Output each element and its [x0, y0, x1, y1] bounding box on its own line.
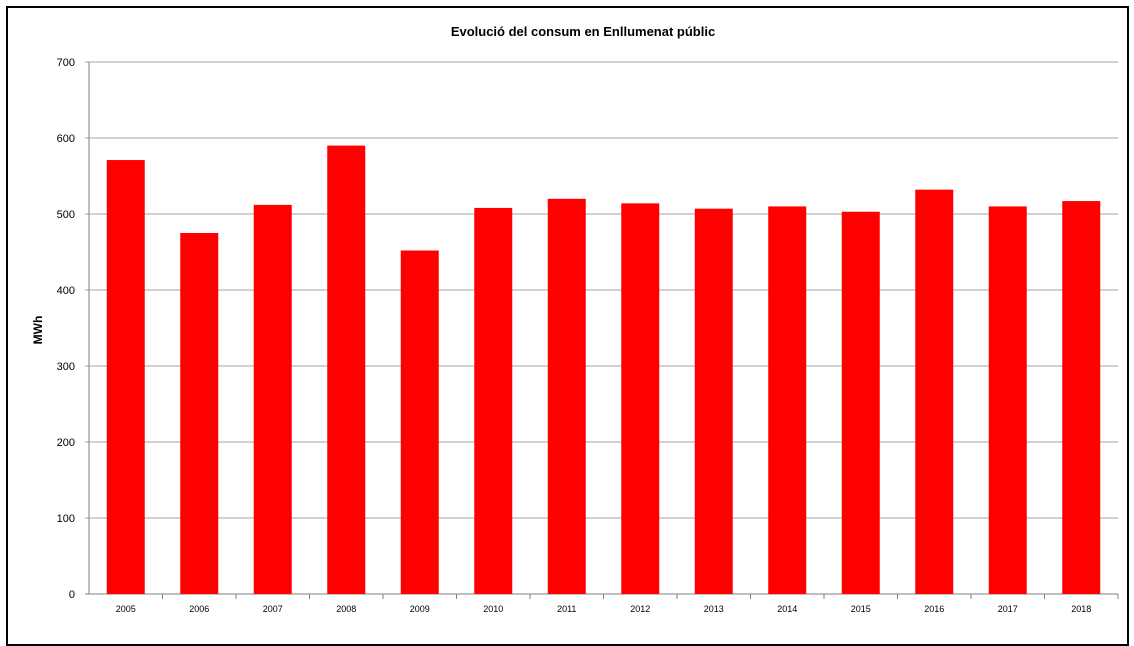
y-tick-label: 600 — [57, 133, 75, 145]
x-tick-label: 2017 — [998, 604, 1018, 614]
x-tick-label: 2006 — [189, 604, 209, 614]
y-tick-label: 500 — [57, 209, 75, 221]
bars — [106, 145, 1101, 595]
x-tick-label: 2011 — [557, 604, 576, 614]
bar-2016 — [915, 189, 954, 594]
bar-2013 — [694, 208, 733, 594]
x-tick-label: 2012 — [630, 604, 650, 614]
y-tick-label: 700 — [57, 57, 75, 69]
bar-2006 — [180, 233, 219, 594]
x-tick-label: 2010 — [483, 604, 503, 614]
bar-2005 — [106, 160, 145, 595]
chart-title: Evolució del consum en Enllumenat públic — [450, 24, 716, 39]
y-axis-ticks: 0 100 200 300 400 500 600 700 — [57, 57, 75, 601]
y-tick-label: 0 — [69, 589, 75, 601]
bar-2017 — [988, 206, 1027, 594]
bar-2015 — [841, 211, 880, 594]
gridlines — [85, 61, 1118, 595]
x-tick-label: 2014 — [777, 604, 797, 614]
bar-2007 — [253, 204, 292, 594]
y-tick-label: 300 — [57, 361, 75, 373]
bar-2010 — [474, 207, 513, 595]
y-tick-label: 200 — [57, 437, 75, 449]
x-tick-label: 2015 — [851, 604, 871, 614]
x-tick-label: 2008 — [336, 604, 356, 614]
x-tick-label: 2005 — [116, 604, 136, 614]
x-tick-label: 2013 — [704, 604, 724, 614]
y-axis-label: MWh — [31, 316, 45, 345]
y-tick-label: 400 — [57, 285, 75, 297]
bar-2014 — [768, 206, 807, 594]
bar-2008 — [327, 145, 366, 594]
x-tick-label: 2009 — [410, 604, 430, 614]
bar-2011 — [547, 198, 586, 595]
x-tick-label: 2007 — [263, 604, 283, 614]
bar-2018 — [1062, 201, 1101, 594]
x-tick-label: 2018 — [1071, 604, 1091, 614]
bar-2012 — [621, 203, 660, 595]
bar-2009 — [400, 250, 439, 595]
y-tick-label: 100 — [57, 513, 75, 525]
x-axis-ticks: 2005 2006 2007 2008 2009 2010 2011 2012 2013 2014… — [116, 594, 1119, 614]
x-tick-label: 2016 — [924, 604, 944, 614]
